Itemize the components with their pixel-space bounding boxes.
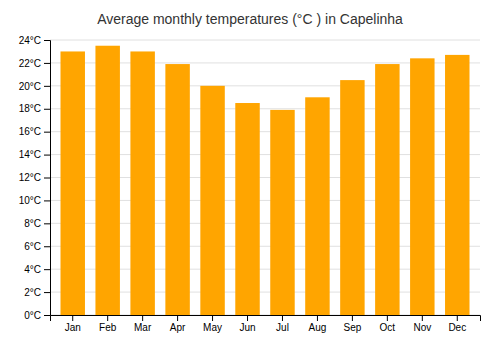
title: Average monthly temperatures (°C ) in Ca…: [97, 11, 403, 27]
x-tick-label: Aug: [309, 322, 327, 333]
bar: [340, 80, 364, 315]
x-tick-mark: [317, 315, 318, 321]
x-tick-mark: [177, 315, 178, 321]
x-tick-mark: [457, 315, 458, 321]
x-tick-mark: [422, 315, 423, 321]
y-tick-label: 22°C: [19, 58, 41, 69]
y-tick-label: 16°C: [19, 126, 41, 137]
x-tick-label: Dec: [448, 322, 466, 333]
bar: [410, 58, 434, 315]
x-tick-mark: [387, 315, 388, 321]
y-tick-label: 8°C: [24, 218, 41, 229]
x-tick: Jan: [65, 315, 81, 333]
y-tick-mark: [44, 315, 50, 316]
y-tick-label: 18°C: [19, 103, 41, 114]
x-tick: Jun: [239, 315, 255, 333]
x-tick: Dec: [448, 315, 466, 333]
y-tick: 6°C: [24, 241, 50, 252]
y-tick-label: 10°C: [19, 195, 41, 206]
y-tick: 12°C: [19, 172, 50, 183]
y-tick-mark: [44, 200, 50, 201]
y-tick-label: 24°C: [19, 35, 41, 46]
y-tick: 20°C: [19, 81, 50, 92]
x-tick: May: [203, 315, 222, 333]
x-tick-label: Feb: [99, 322, 117, 333]
y-tick-mark: [44, 63, 50, 64]
y-tick: 10°C: [19, 195, 50, 206]
y-tick-label: 12°C: [19, 172, 41, 183]
bar: [165, 64, 189, 315]
y-tick-mark: [44, 178, 50, 179]
x-tick-label: Oct: [380, 322, 396, 333]
y-tick-mark: [44, 40, 50, 41]
y-tick: 14°C: [19, 149, 50, 160]
x-tick: Sep: [343, 315, 361, 333]
plot: 0°C 2°C 4°C 6°C 8°C 10°C 12°C 14°C 16°C 18°C 20°C 2…: [19, 35, 481, 333]
y-axis-line: [44, 41, 51, 316]
x-tick-mark: [142, 315, 143, 321]
y-tick: 2°C: [24, 287, 50, 298]
y-tick-mark: [44, 86, 50, 87]
x-tick-label: Jun: [239, 322, 255, 333]
x-tick-mark: [282, 315, 283, 321]
x-tick: Aug: [309, 315, 327, 333]
grid-line: [50, 40, 480, 41]
bar: [375, 64, 399, 315]
x-tick: Oct: [380, 315, 396, 333]
x-tick-mark: [107, 315, 108, 321]
y-tick-label: 2°C: [24, 287, 41, 298]
y-tick: 4°C: [24, 264, 50, 275]
y-tick-mark: [44, 223, 50, 224]
bars: [60, 46, 469, 315]
bar: [60, 51, 84, 315]
x-tick-label: Apr: [170, 322, 186, 333]
x-tick: Nov: [413, 315, 431, 333]
x-axis-line: [51, 316, 481, 322]
bar: [200, 86, 224, 315]
y-tick: 18°C: [19, 103, 50, 114]
x-tick-label: Sep: [343, 322, 361, 333]
y-tick-label: 6°C: [24, 241, 41, 252]
x-tick-mark: [352, 315, 353, 321]
y-tick-label: 14°C: [19, 149, 41, 160]
grid: [50, 40, 480, 315]
bar: [445, 55, 469, 315]
y-tick: 0°C: [24, 310, 50, 321]
y-tick-mark: [44, 269, 50, 270]
x-tick: Mar: [134, 315, 152, 333]
y-tick: 24°C: [19, 35, 50, 46]
bar: [235, 103, 259, 315]
x-tick-label: May: [203, 322, 222, 333]
y-tick-mark: [44, 109, 50, 110]
bar: [95, 46, 119, 315]
y-tick-label: 0°C: [24, 310, 41, 321]
y-axis: 0°C 2°C 4°C 6°C 8°C 10°C 12°C 14°C 16°C 18°C 20°C 2…: [19, 35, 51, 321]
y-tick: 8°C: [24, 218, 50, 229]
x-tick-label: Nov: [413, 322, 431, 333]
x-tick: Feb: [99, 315, 117, 333]
y-tick-label: 4°C: [24, 264, 41, 275]
x-tick-mark: [212, 315, 213, 321]
x-tick-label: Mar: [134, 322, 152, 333]
x-tick-mark: [247, 315, 248, 321]
y-tick-mark: [44, 132, 50, 133]
x-tick: Jul: [276, 315, 289, 333]
x-tick-label: Jul: [276, 322, 289, 333]
bar: [130, 51, 154, 315]
bar: [305, 97, 329, 315]
y-tick: 16°C: [19, 126, 50, 137]
chart: 0°C 2°C 4°C 6°C 8°C 10°C 12°C 14°C 16°C 18°C 20°C 2…: [0, 0, 500, 350]
bar: [270, 110, 294, 315]
y-tick-mark: [44, 155, 50, 156]
x-tick-mark: [72, 315, 73, 321]
y-tick-mark: [44, 292, 50, 293]
x-axis: Jan Feb Mar Apr May Jun Jul Aug Sep Oct Nov Dec: [51, 315, 481, 333]
x-tick-label: Jan: [65, 322, 81, 333]
y-tick-label: 20°C: [19, 81, 41, 92]
x-tick: Apr: [170, 315, 186, 333]
y-tick: 22°C: [19, 58, 50, 69]
y-tick-mark: [44, 246, 50, 247]
